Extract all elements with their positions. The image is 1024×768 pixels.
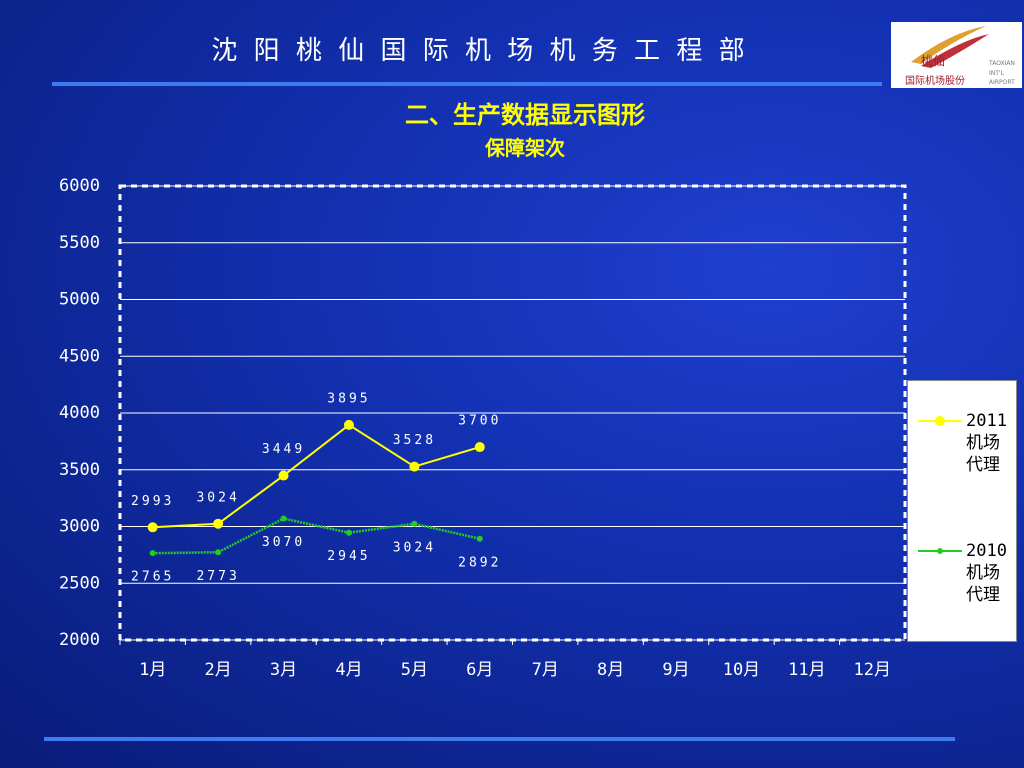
point <box>147 522 158 533</box>
logo-text: TAOXIAN <box>989 60 1016 67</box>
point <box>345 529 352 536</box>
x-tick-label: 4月 <box>335 660 362 680</box>
legend-marker <box>937 548 943 554</box>
data-label: 2765 <box>131 570 174 585</box>
x-tick-label: 10月 <box>723 660 760 680</box>
header-title: 沈 阳 桃 仙 国 际 机 场 机 务 工 程 部 <box>211 36 749 66</box>
data-label: 2773 <box>196 569 239 584</box>
y-tick-label: 2000 <box>59 630 100 650</box>
logo: 桃仙 国际机场股份 TAOXIAN INT'L AIRPORT <box>891 22 1022 88</box>
logo-text: INT'L <box>989 70 1004 77</box>
x-tick-label: 12月 <box>854 660 891 680</box>
series-line <box>152 517 481 555</box>
legend-swatch <box>918 548 962 554</box>
point <box>343 419 354 430</box>
data-label: 3895 <box>327 391 370 406</box>
x-tick-label: 7月 <box>532 660 559 680</box>
x-tick-label: 8月 <box>597 660 624 680</box>
y-tick-label: 4500 <box>59 346 100 366</box>
legend-marker <box>935 416 945 426</box>
point <box>411 520 418 527</box>
point <box>474 442 485 453</box>
point <box>409 461 420 472</box>
y-tick-label: 5500 <box>59 233 100 253</box>
legend-label: 2010机场代理 <box>966 541 1007 605</box>
y-tick-label: 3000 <box>59 517 100 537</box>
y-tick-label: 3500 <box>59 460 100 480</box>
point <box>278 470 289 481</box>
data-label: 3024 <box>196 490 239 505</box>
x-tick-label: 11月 <box>788 660 825 680</box>
x-tick-label: 2月 <box>205 660 232 680</box>
data-label: 2993 <box>131 494 174 509</box>
point <box>280 515 287 522</box>
data-label: 3528 <box>393 433 436 448</box>
data-label: 2945 <box>327 549 370 564</box>
data-label: 3070 <box>262 535 305 550</box>
x-tick-label: 1月 <box>139 660 166 680</box>
x-tick-label: 5月 <box>401 660 428 680</box>
data-label: 2892 <box>458 555 501 570</box>
point <box>149 550 156 557</box>
y-tick-label: 5000 <box>59 290 100 310</box>
data-label: 3700 <box>458 414 501 429</box>
y-tick-label: 6000 <box>59 176 100 196</box>
logo-text: 桃仙 <box>921 54 946 68</box>
legend-swatch <box>918 416 962 426</box>
data-label: 3024 <box>393 540 436 555</box>
x-tick-label: 3月 <box>270 660 297 680</box>
y-tick-label: 2500 <box>59 573 100 593</box>
x-tick-label: 9月 <box>662 660 689 680</box>
chart-subtitle: 保障架次 <box>485 136 565 160</box>
chart-title: 二、生产数据显示图形 <box>405 101 645 129</box>
logo-mark <box>911 26 989 68</box>
point <box>476 535 483 542</box>
point <box>215 549 222 556</box>
logo-text: 国际机场股份 <box>905 76 965 87</box>
legend-label: 2011机场代理 <box>966 411 1007 475</box>
y-tick-label: 4000 <box>59 403 100 423</box>
series-line <box>152 423 481 529</box>
x-tick-label: 6月 <box>466 660 493 680</box>
point <box>213 518 224 529</box>
logo-text: AIRPORT <box>989 79 1015 86</box>
data-label: 3449 <box>262 442 305 457</box>
legend: 2011机场代理 2010机场代理 <box>907 380 1017 642</box>
